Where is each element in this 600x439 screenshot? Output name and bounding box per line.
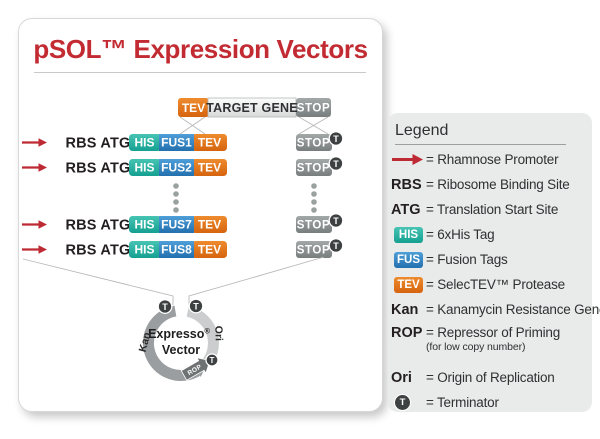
stop-box xyxy=(296,159,332,176)
legend-heading: Legend xyxy=(395,122,449,139)
terminator-icon xyxy=(205,353,219,367)
terminator-icon xyxy=(328,156,344,171)
legend-item-rhamnose-promoter: = Rhamnose Promoter xyxy=(388,147,592,172)
legend-item-ori: Ori = Origin of Replication xyxy=(391,369,555,386)
cassette-stop-box xyxy=(296,98,331,117)
legend-item-atg: ATG = Translation Start Site xyxy=(391,201,559,218)
kan-arc xyxy=(142,305,201,381)
svg-text:STOP: STOP xyxy=(297,245,331,257)
legend-panel: Legend = Rhamnose Promoter RBS = Ribosom… xyxy=(388,113,600,415)
svg-text:FUS2: FUS2 xyxy=(161,161,192,175)
svg-text:HIS: HIS xyxy=(134,218,154,232)
svg-text:Vector: Vector xyxy=(162,343,200,357)
vector-row-fus1: RBS ATG HIS FUS1 TEV STOP T xyxy=(22,131,344,152)
svg-text:T: T xyxy=(333,241,339,251)
tev-box xyxy=(192,241,227,258)
his-box xyxy=(129,241,161,258)
rbs-atg-label: RBS ATG xyxy=(65,161,130,177)
his-box xyxy=(129,134,161,151)
svg-text:TEV: TEV xyxy=(198,161,221,175)
svg-text:STOP: STOP xyxy=(297,163,331,175)
assembly-line-left xyxy=(22,258,174,305)
rbs-atg-label: RBS ATG xyxy=(65,136,130,152)
plasmid-name: Expresso® xyxy=(148,327,210,342)
legend-rule xyxy=(395,144,566,145)
svg-text:HIS: HIS xyxy=(134,243,154,257)
svg-text:TEV: TEV xyxy=(198,136,221,150)
fus-box xyxy=(159,216,194,233)
terminator-icon xyxy=(328,131,344,146)
terminator-icon: T xyxy=(395,395,410,410)
vector-card: pSOL™ Expression Vectors xyxy=(18,18,383,412)
terminator-icon xyxy=(328,213,344,228)
svg-text:T: T xyxy=(333,159,339,169)
fus-chip-icon: FUS xyxy=(394,251,423,268)
rbs-atg-label: RBS ATG xyxy=(65,243,130,259)
cassette-target-gene-label: TARGET GENE xyxy=(206,101,298,115)
svg-text:STOP: STOP xyxy=(297,138,331,150)
terminator-icon xyxy=(328,238,344,253)
svg-text:STOP: STOP xyxy=(297,220,331,232)
kan-label: Kan xyxy=(137,331,154,353)
assembly-line-right xyxy=(188,256,325,305)
his-chip-icon: HIS xyxy=(394,226,423,243)
svg-text:T: T xyxy=(210,356,215,365)
tev-box xyxy=(192,134,227,151)
legend-item-kan: Kan = Kanamycin Resistance Gene xyxy=(391,301,600,318)
cassette-tev-label: TEV xyxy=(182,101,205,115)
tev-box xyxy=(192,159,227,176)
vector-diagram: TEV TARGET GENE STOP RBS ATG HIS FUS1 TE… xyxy=(22,97,344,381)
his-box xyxy=(129,216,161,233)
legend-item-terminator: T = Terminator xyxy=(388,390,592,415)
title-divider xyxy=(34,72,366,73)
fus-box xyxy=(159,134,194,151)
terminator-icon xyxy=(157,299,173,314)
stop-box xyxy=(296,134,332,151)
svg-text:HIS: HIS xyxy=(134,136,154,150)
target-gene-cassette: TEV TARGET GENE STOP xyxy=(178,97,331,135)
svg-text:FUS8: FUS8 xyxy=(161,243,192,257)
insertion-cross-lines-right xyxy=(298,116,329,135)
cassette-stop-label: STOP xyxy=(297,103,331,115)
vector-row-fus7: RBS ATG HIS FUS7 TEV STOP T xyxy=(22,213,344,234)
svg-text:HIS: HIS xyxy=(134,161,154,175)
vector-row-fus8: RBS ATG HIS FUS8 TEV STOP T xyxy=(22,238,344,259)
terminator-icon xyxy=(188,298,204,314)
legend-item-his: HIS = 6xHis Tag xyxy=(388,222,592,247)
fus-box xyxy=(159,241,194,258)
stop-box xyxy=(296,241,332,258)
svg-text:T: T xyxy=(162,302,168,312)
ellipsis-dots xyxy=(173,183,317,213)
stop-box xyxy=(296,216,332,233)
svg-text:T: T xyxy=(193,301,199,311)
svg-text:T: T xyxy=(333,134,339,144)
figure-title: pSOL™ Expression Vectors xyxy=(33,34,368,64)
svg-text:TEV: TEV xyxy=(198,243,221,257)
expresso-vector-plasmid: ROP T T T Expresso® Vector Kan Ori xyxy=(137,298,225,381)
rbs-atg-label: RBS ATG xyxy=(65,218,130,234)
ori-label: Ori xyxy=(212,326,225,342)
fus-box xyxy=(159,159,194,176)
svg-text:TEV: TEV xyxy=(198,218,221,232)
insertion-cross-lines-left xyxy=(179,116,206,135)
cassette-tev-box xyxy=(178,98,209,117)
legend-item-fus: FUS = Fusion Tags xyxy=(388,247,592,272)
vector-row-fus2: RBS ATG HIS FUS2 TEV STOP T xyxy=(22,156,344,177)
svg-text:FUS7: FUS7 xyxy=(161,218,192,232)
his-box xyxy=(129,159,161,176)
tev-chip-icon: TEV xyxy=(394,276,423,293)
legend-item-tev: TEV = SelecTEV™ Protease xyxy=(388,272,592,297)
tev-box xyxy=(192,216,227,233)
legend-item-rbs: RBS = Ribosome Binding Site xyxy=(391,176,570,193)
legend-item-rop: ROP = Repressor of Priming (for low copy… xyxy=(391,325,561,353)
svg-text:FUS1: FUS1 xyxy=(161,136,192,150)
svg-text:T: T xyxy=(333,216,339,226)
rhamnose-promoter-arrow-icon xyxy=(392,154,423,165)
